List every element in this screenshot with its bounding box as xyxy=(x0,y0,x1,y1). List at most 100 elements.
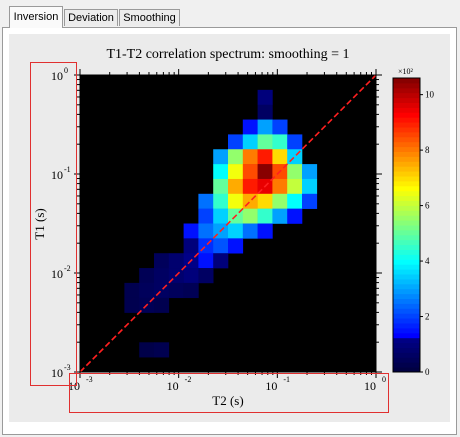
colorbar-segment xyxy=(393,200,420,206)
colorbar-segment xyxy=(393,185,420,192)
heatmap-cell xyxy=(213,178,229,195)
heatmap-cell xyxy=(139,282,155,299)
y-axis-label: T1 (s) xyxy=(32,208,47,239)
colorbar-segment xyxy=(393,362,420,368)
heatmap-cell xyxy=(257,223,273,239)
heatmap-cell xyxy=(183,223,199,239)
colorbar-segment xyxy=(393,87,420,94)
colorbar-segment xyxy=(393,293,420,299)
colorbar-segment xyxy=(393,254,420,260)
colorbar-segment xyxy=(393,156,420,162)
colorbar-border xyxy=(392,77,421,373)
colorbar-segment xyxy=(393,161,420,167)
heatmap-cell xyxy=(257,134,273,150)
colorbar-segment xyxy=(393,107,420,113)
colorbar-segment xyxy=(393,210,420,216)
colorbar-segment xyxy=(393,102,420,108)
heatmap-cell xyxy=(213,164,229,180)
heatmap-cell xyxy=(168,253,184,269)
colorbar-segment xyxy=(393,141,420,148)
heatmap-cell xyxy=(154,297,170,313)
heatmap-cell xyxy=(287,134,303,150)
chart-title: T1-T2 correlation spectrum: smoothing = … xyxy=(106,47,349,62)
tab-inversion[interactable]: Inversion xyxy=(9,6,63,28)
x-tick-label: 10 xyxy=(167,379,179,393)
x-axis-highlight-box xyxy=(69,373,389,413)
heatmap-cell xyxy=(272,208,288,224)
heatmap-cell xyxy=(242,164,258,180)
y-axis-highlight-box xyxy=(30,62,77,386)
x-tick-exponent: 0 xyxy=(382,375,386,384)
colorbar-tick-label: 6 xyxy=(425,201,430,211)
tab-deviation[interactable]: Deviation xyxy=(64,9,118,26)
colorbar-tick-label: 0 xyxy=(425,367,430,377)
colorbar-segment xyxy=(393,274,420,280)
colorbar-segment xyxy=(393,225,420,231)
colorbar: 10 8 6 4 2 0 xyxy=(392,77,435,377)
x-axis-label: T2 (s) xyxy=(212,393,243,408)
heatmap-cell xyxy=(302,178,318,195)
colorbar-segment xyxy=(393,180,420,187)
x-tick-label: 10 xyxy=(68,379,80,393)
colorbar-segment xyxy=(393,288,420,295)
colorbar-segment xyxy=(393,220,420,226)
heatmap-cell xyxy=(213,238,229,254)
colorbar-segment xyxy=(393,259,420,265)
colorbar-segment xyxy=(393,337,420,344)
heatmap-cell xyxy=(154,268,170,284)
y-tick-exponent: -2 xyxy=(64,264,71,273)
heatmap-cell xyxy=(272,134,288,150)
y-tick-exponent: 0 xyxy=(64,66,68,75)
heatmap-cell xyxy=(183,238,199,254)
heatmap-cell xyxy=(242,119,258,135)
heatmap-cell xyxy=(287,208,303,224)
heatmap-cell xyxy=(287,178,303,195)
heatmap-cell xyxy=(242,149,258,165)
colorbar-segment xyxy=(393,171,420,177)
heatmap-cell xyxy=(257,104,273,120)
heatmap-cell xyxy=(228,223,244,239)
heatmap-cell xyxy=(154,253,170,269)
y-tick-label: 10 xyxy=(51,267,63,281)
heatmap-cell xyxy=(213,253,229,269)
colorbar-segment xyxy=(393,190,420,197)
colorbar-tick-label: 4 xyxy=(425,256,430,266)
heatmap-cell xyxy=(198,268,214,284)
colorbar-segment xyxy=(393,122,420,128)
colorbar-segment xyxy=(393,313,420,319)
heatmap-cell xyxy=(287,193,303,209)
tab-smoothing[interactable]: Smoothing xyxy=(119,9,180,26)
colorbar-segment xyxy=(393,347,420,353)
colorbar-tick-label: 8 xyxy=(425,145,430,155)
colorbar-segment xyxy=(393,367,420,373)
heatmap-cell xyxy=(242,208,258,224)
colorbar-segment xyxy=(393,323,420,329)
diagonal-line xyxy=(79,74,377,373)
colorbar-segment xyxy=(393,82,420,89)
heatmap-cell xyxy=(198,208,214,224)
colorbar-segment xyxy=(393,127,420,133)
heatmap-cell xyxy=(287,164,303,180)
plot-border xyxy=(79,74,377,373)
colorbar-segment xyxy=(393,151,420,157)
colorbar-segment xyxy=(393,269,420,275)
colorbar-segment xyxy=(393,229,420,236)
colorbar-segment xyxy=(393,342,420,348)
heatmap-cell xyxy=(198,223,214,239)
colorbar-segment xyxy=(393,112,420,118)
colorbar-tick-label: 10 xyxy=(425,90,435,100)
y-tick-label: 10 xyxy=(51,69,63,83)
heatmap-cell xyxy=(139,268,155,284)
x-tick-exponent: -2 xyxy=(185,375,192,384)
heatmap-cell xyxy=(139,342,155,358)
colorbar-segment xyxy=(393,239,420,246)
heatmap-cell xyxy=(272,193,288,209)
colorbar-segment xyxy=(393,264,420,270)
colorbar-segment xyxy=(393,244,420,250)
y-tick-label: 10 xyxy=(51,366,63,380)
heatmap-cell xyxy=(257,164,273,180)
colorbar-segment xyxy=(393,234,420,241)
heatmap-cell xyxy=(213,193,229,209)
colorbar-tick-label: 2 xyxy=(425,312,430,322)
